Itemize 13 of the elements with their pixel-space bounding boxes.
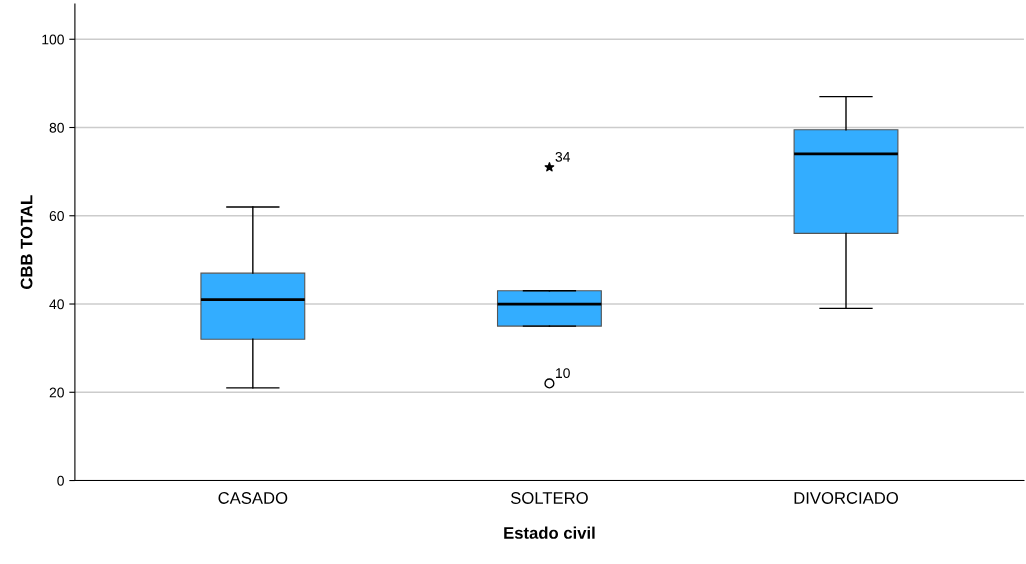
y-axis-title: CBB TOTAL — [20, 195, 33, 289]
annotation: 34 — [555, 151, 571, 162]
y-tick-label: 80 — [49, 122, 64, 133]
x-axis-title: Estado civil — [504, 526, 595, 539]
y-tick-label: 40 — [49, 299, 64, 310]
x-tick-label: DIVORCIADO — [794, 492, 898, 504]
annotation: 10 — [556, 368, 570, 379]
y-tick-label: 20 — [49, 387, 64, 398]
y-tick-label: 0 — [57, 475, 64, 486]
y-tick-label: 100 — [42, 34, 64, 45]
x-tick-label: SOLTERO — [510, 492, 588, 504]
x-tick-label: CASADO — [218, 492, 288, 504]
y-tick-label: 60 — [49, 211, 64, 221]
